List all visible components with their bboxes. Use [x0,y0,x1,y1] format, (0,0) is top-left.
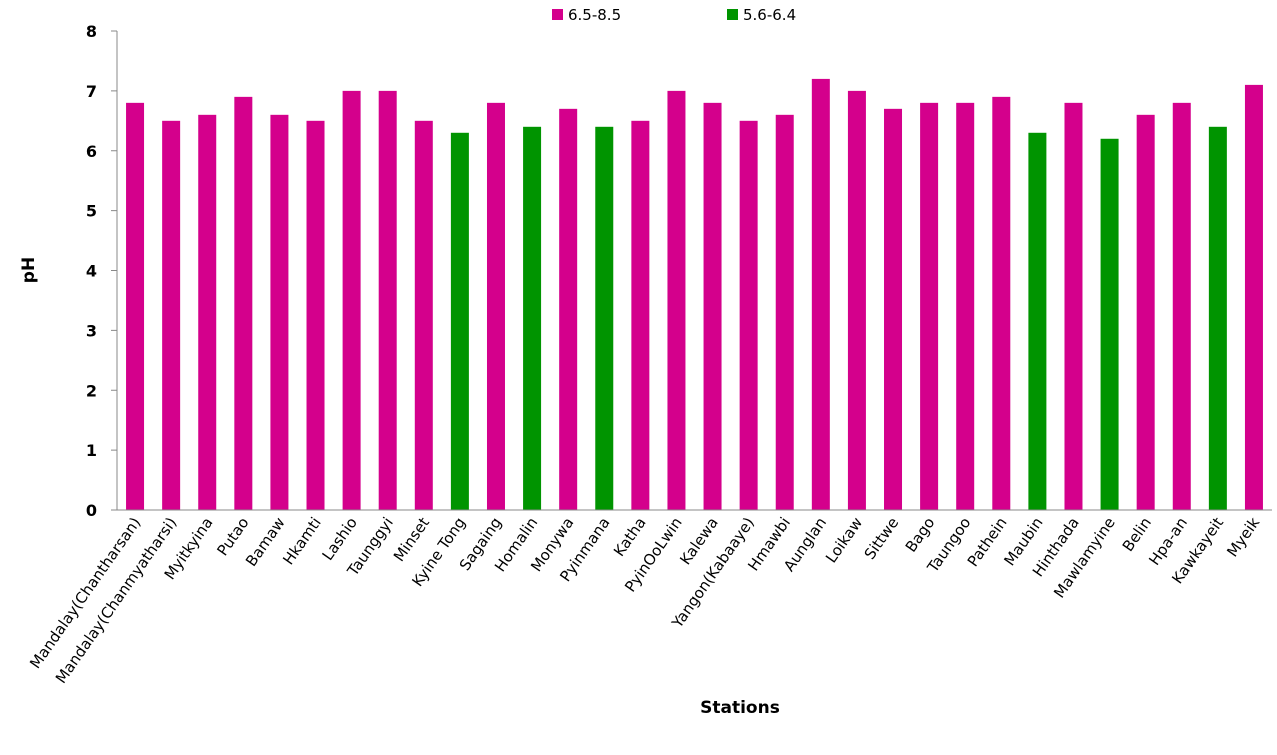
bar-22 [920,102,939,510]
bar-23 [956,102,975,510]
y-tick-label-6: 6 [86,142,97,161]
x-axis-title: Stations [700,698,780,718]
y-tick-label-1: 1 [86,441,97,460]
y-tick-label-7: 7 [86,82,97,101]
bar-6 [342,90,361,510]
bar-30 [1208,126,1227,511]
bar-14 [631,120,650,510]
bar-24 [992,96,1011,511]
bar-18 [775,114,794,510]
bar-8 [414,120,433,510]
bar-15 [667,90,686,510]
bar-7 [378,90,397,510]
bar-1 [162,120,181,510]
bar-3 [234,96,253,511]
y-tick-label-2: 2 [86,381,97,400]
bar-5 [306,120,325,510]
bar-2 [198,114,217,510]
bars [126,78,1263,511]
bar-27 [1100,138,1119,510]
bar-25 [1028,132,1047,510]
x-tick-label-21: Sittwe [861,514,903,563]
legend: 6.5-8.5 5.6-6.4 [552,6,796,24]
bar-31 [1244,84,1263,510]
bar-29 [1172,102,1191,510]
y-axis-title: pH [19,257,39,283]
legend-label-1: 5.6-6.4 [743,6,796,24]
y-tick-label-8: 8 [86,22,97,41]
bar-21 [884,108,903,511]
legend-swatch-1 [727,9,738,20]
bar-26 [1064,102,1083,510]
y-tick-label-3: 3 [86,321,97,340]
y-tick-label-0: 0 [86,501,97,520]
bar-10 [486,102,505,510]
y-tick-label-4: 4 [86,262,97,281]
bar-20 [847,90,866,510]
x-tick-label-5: Hkamti [279,514,324,568]
y-tick-label-5: 5 [86,202,97,221]
legend-swatch-0 [552,9,563,20]
bar-16 [703,102,722,510]
x-tick-label-31: Myeik [1223,514,1263,561]
bar-4 [270,114,289,510]
x-tick-label-20: Loikaw [822,514,866,566]
y-axis-ticks: 0 1 2 3 4 5 6 7 8 [86,22,117,520]
x-axis-ticks: Mandalay(Chantharsan)Mandalay(Chanmyatha… [26,514,1263,687]
axes [116,31,1272,511]
x-tick-label-22: Bago [902,514,939,556]
bar-0 [126,102,145,510]
bar-17 [739,120,758,510]
bar-19 [811,78,830,511]
x-tick-label-28: Belin [1119,514,1155,555]
bar-9 [450,132,469,510]
bar-13 [595,126,614,511]
legend-label-0: 6.5-8.5 [568,6,621,24]
bar-28 [1136,114,1155,510]
bar-12 [559,108,578,511]
bar-11 [523,126,542,511]
